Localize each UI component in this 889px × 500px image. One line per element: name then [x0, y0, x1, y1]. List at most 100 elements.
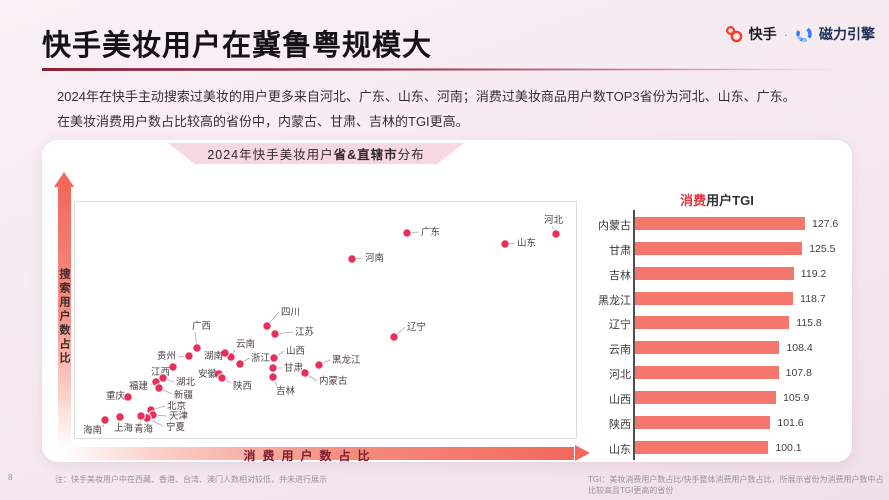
bar-陕西[interactable] [635, 415, 771, 429]
scatter-label: 甘肃 [284, 362, 303, 374]
x-axis-arrow: 消费用户数占比 [60, 445, 590, 463]
intro-line-1: 2024年在快手主动搜索过美妆的用户更多来自河北、广东、山东、河南；消费过美妆商… [57, 89, 796, 104]
x-axis-label: 消费用户数占比 [243, 449, 377, 463]
bar-category-label: 吉林 [609, 269, 631, 282]
bar-山东[interactable] [635, 440, 769, 454]
scatter-label: 内蒙古 [319, 375, 348, 387]
bar-category-label: 内蒙古 [598, 220, 631, 232]
scatter-point-辽宁[interactable] [389, 332, 399, 342]
scatter-label: 重庆 [106, 390, 126, 402]
scatter-point-湖南[interactable] [220, 348, 230, 358]
scatter-label: 浙江 [251, 352, 271, 364]
scatter-label: 江西 [151, 367, 170, 378]
scatter-point-浙江[interactable] [235, 359, 245, 369]
bar-value-label: 101.6 [777, 416, 804, 429]
scatter-title-pre: 2024年快手美妆用户 [207, 148, 334, 162]
scatter-label: 海南 [83, 424, 102, 436]
brand-logos: 快手 · 磁力引擎 [725, 24, 875, 44]
bar-category-label: 山西 [609, 393, 631, 406]
scatter-point-河北[interactable] [551, 229, 561, 239]
scatter-label: 河北 [544, 214, 564, 226]
bar-category-label: 山东 [609, 443, 631, 456]
x-axis-arrow-shaft [60, 447, 574, 460]
title-divider [42, 68, 842, 71]
bar-row-云南: 云南 108.4 [598, 335, 860, 360]
bar-value-label: 105.9 [783, 391, 810, 404]
bar-吉林[interactable] [635, 266, 794, 280]
y-axis-arrow-shaft [57, 187, 71, 448]
bar-甘肃[interactable] [635, 241, 803, 255]
scatter-label: 广西 [192, 320, 211, 332]
bar-chart-axis-line [633, 210, 635, 460]
scatter-point-甘肃[interactable] [268, 363, 278, 373]
tgi-bar-chart: 消费用户TGI 内蒙古 127.6 甘肃 125.5 吉林 119.2 黑龙江 118.7 辽宁… [598, 190, 860, 462]
scatter-point-广西[interactable] [192, 343, 202, 353]
scatter-label: 陕西 [233, 380, 252, 392]
magnetic-engine-logo-icon [796, 26, 812, 42]
scatter-point-内蒙古[interactable] [300, 368, 310, 378]
bar-value-label: 108.4 [786, 342, 813, 355]
page-title: 快手美妆用户在冀鲁粤规模大 [42, 30, 433, 62]
scatter-label: 宁夏 [166, 421, 186, 433]
scatter-point-上海[interactable] [115, 412, 125, 422]
bar-value-label: 115.8 [796, 317, 822, 330]
y-axis-label: 搜索用户数占比 [58, 268, 70, 366]
scatter-label: 新疆 [174, 389, 194, 401]
bar-value-label: 127.6 [812, 218, 839, 230]
bar-河北[interactable] [635, 366, 779, 380]
scatter-point-重庆[interactable] [123, 392, 133, 402]
scatter-label: 江苏 [295, 326, 315, 338]
scatter-point-湖北[interactable] [158, 373, 168, 383]
scatter-point-新疆[interactable] [154, 383, 164, 393]
bar-云南[interactable] [635, 341, 780, 355]
x-axis-arrowhead-icon [575, 445, 590, 461]
bar-row-辽宁: 辽宁 115.8 [598, 310, 860, 335]
scatter-point-山东[interactable] [500, 239, 510, 249]
bar-value-label: 125.5 [809, 242, 836, 255]
scatter-chart-title: 2024年快手美妆用户 省&直辖市 分布 [168, 143, 464, 164]
bar-辽宁[interactable] [635, 316, 790, 330]
scatter-point-贵州[interactable] [184, 351, 194, 361]
kuaishou-logo-text: 快手 [748, 26, 777, 42]
scatter-label: 北京 [167, 400, 186, 412]
scatter-label: 福建 [129, 380, 149, 392]
bar-黑龙江[interactable] [635, 291, 794, 305]
bar-row-内蒙古: 内蒙古 127.6 [598, 211, 860, 236]
intro-paragraph: 2024年在快手主动搜索过美妆的用户更多来自河北、广东、山东、河南；消费过美妆商… [57, 84, 817, 134]
bar-row-河北: 河北 107.8 [598, 360, 860, 385]
scatter-point-陕西[interactable] [217, 373, 227, 383]
scatter-point-黑龙江[interactable] [314, 360, 324, 370]
scatter-label: 湖北 [176, 377, 196, 388]
scatter-point-广东[interactable] [402, 228, 412, 238]
scatter-label: 山西 [286, 346, 305, 357]
bar-value-label: 100.1 [775, 441, 802, 454]
bar-内蒙古[interactable] [635, 217, 805, 230]
bar-title-highlight: 消费 [680, 193, 707, 208]
scatter-label: 天津 [169, 411, 189, 422]
scatter-point-江西[interactable] [168, 362, 178, 372]
scatter-point-青海[interactable] [136, 411, 146, 421]
scatter-label: 上海 [114, 422, 134, 434]
bar-山西[interactable] [635, 390, 777, 404]
scatter-point-吉林[interactable] [268, 372, 278, 382]
scatter-title-post: 分布 [397, 148, 425, 162]
scatter-label: 四川 [281, 307, 300, 318]
scatter-label: 安徽 [198, 368, 218, 380]
bar-row-黑龙江: 黑龙江 118.7 [598, 286, 860, 311]
bar-row-陕西: 陕西 101.6 [598, 410, 860, 435]
scatter-point-江苏[interactable] [270, 329, 280, 339]
bar-value-label: 119.2 [800, 267, 827, 280]
logo-separator: · [783, 26, 788, 42]
bar-row-甘肃: 甘肃 125.5 [598, 236, 860, 261]
scatter-point-山西[interactable] [269, 353, 279, 363]
bar-chart-title: 消费用户TGI [598, 190, 836, 209]
magnetic-engine-logo-text: 磁力引擎 [819, 26, 875, 42]
y-axis-arrowhead-icon [54, 172, 74, 187]
scatter-point-河南[interactable] [347, 254, 357, 264]
scatter-point-四川[interactable] [262, 321, 272, 331]
bar-category-label: 黑龙江 [598, 294, 631, 307]
bar-category-label: 河北 [609, 369, 631, 382]
scatter-point-海南[interactable] [100, 415, 110, 425]
scatter-label: 湖南 [204, 350, 223, 362]
